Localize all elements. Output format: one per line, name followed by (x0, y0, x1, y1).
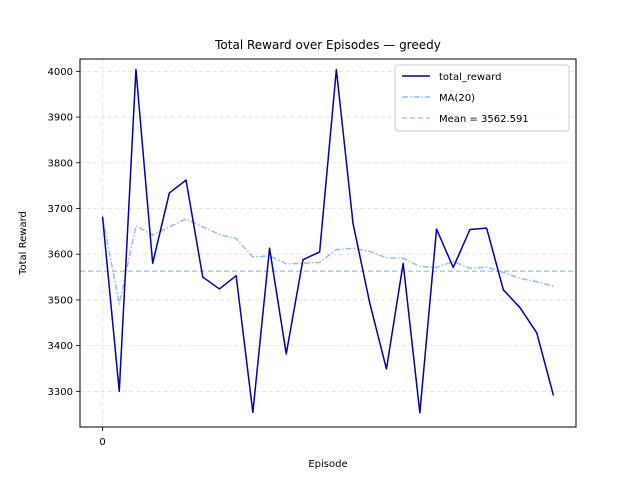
y-tick-label: 4000 (48, 67, 73, 78)
x-axis-label: Episode (308, 459, 347, 470)
plot-frame (79, 58, 577, 428)
y-tick-label: 3900 (48, 113, 73, 124)
y-tick-label: 3600 (48, 250, 73, 261)
legend-label-total-reward: total_reward (439, 72, 502, 83)
y-tick-label: 3400 (48, 341, 73, 352)
legend-label-mean: Mean = 3562.591 (439, 114, 529, 125)
x-tick-label: 0 (99, 437, 105, 448)
y-tick-label: 3800 (48, 158, 73, 169)
legend: total_reward MA(20) Mean = 3562.591 (394, 64, 570, 132)
series-line-ma20 (101, 216, 554, 305)
y-tick-label: 3700 (48, 204, 73, 215)
y-tick-label: 3300 (48, 387, 73, 398)
y-axis-label: Total Reward (18, 211, 29, 276)
series-layer (80, 68, 576, 414)
legend-label-ma20: MA(20) (439, 93, 475, 104)
y-axis: 3300 3400 3500 3600 3700 3800 3900 4000 (48, 67, 80, 398)
x-axis: 0 (99, 427, 106, 448)
y-tick-label: 3500 (48, 295, 73, 306)
chart-title: Total Reward over Episodes — greedy (214, 38, 441, 52)
series-line-total-reward (101, 68, 555, 414)
legend-box (394, 64, 570, 132)
